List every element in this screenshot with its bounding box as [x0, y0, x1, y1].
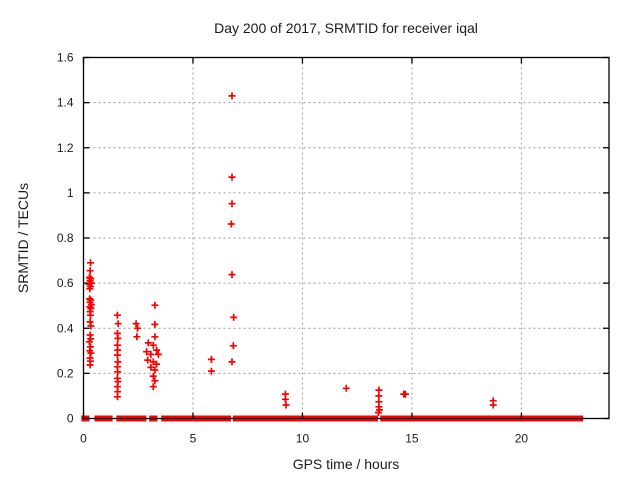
y-tick-label: 0.8 [57, 231, 74, 245]
y-axis-label: SRMTID / TECUs [15, 183, 31, 293]
chart-title: Day 200 of 2017, SRMTID for receiver iqa… [214, 20, 478, 36]
gridlines [83, 57, 609, 419]
tick-labels: 0 5 10 15 20 0 0.2 0.4 0.6 0.8 1 1.2 1.4 1.6 [57, 51, 529, 446]
plus-markers [85, 92, 497, 417]
y-tick-label: 1.6 [57, 51, 74, 65]
x-tick-label: 5 [190, 432, 197, 446]
y-tick-label: 0 [67, 412, 74, 426]
y-tick-label: 0.4 [57, 321, 74, 335]
y-tick-label: 1 [67, 186, 74, 200]
y-tick-label: 0.6 [57, 276, 74, 290]
x-tick-label: 10 [296, 432, 310, 446]
x-tick-label: 20 [515, 432, 529, 446]
x-tick-label: 0 [80, 432, 87, 446]
scatter-points [85, 92, 497, 417]
x-axis-label: GPS time / hours [293, 456, 400, 472]
y-tick-label: 1.4 [57, 96, 74, 110]
x-tick-label: 15 [405, 432, 419, 446]
y-tick-label: 1.2 [57, 141, 74, 155]
y-tick-label: 0.2 [57, 366, 74, 380]
